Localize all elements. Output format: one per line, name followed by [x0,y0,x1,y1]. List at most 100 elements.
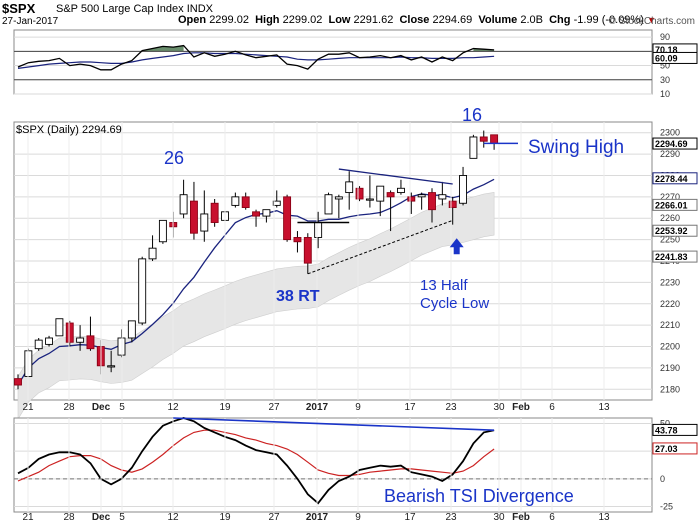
candle-body [479,136,488,142]
price-value-label-0-box [652,137,698,150]
candle-body [324,194,333,215]
x-tick-label: 21 [22,402,34,413]
index-name-label: S&P 500 Large Cap Index INDX [56,3,213,15]
price-tick-label: 2220 [660,299,680,309]
x-tick-label: 12 [167,402,179,413]
close-label: Close [399,14,430,26]
annotation-half-cycle-line1: 13 Half [420,277,468,294]
x-tick-label: 9 [355,512,361,523]
candle-body [138,258,147,324]
low-value: 2291.62 [353,14,394,26]
candle-body [428,192,436,211]
x-tick-label: 28 [63,512,75,523]
candle-body [397,187,405,194]
tsi-value-label-0-box [652,423,698,436]
candle-body [334,196,343,200]
candle-body [210,202,219,223]
candle-body [417,194,426,198]
price-tick-label: 2270 [660,192,680,202]
symbol-label: $SPX [2,1,36,16]
rsi-signal-line [17,52,495,69]
x-tick-label: 9 [355,402,361,413]
annotation-peak-count: 26 [164,148,185,168]
resistance-trendline [338,168,453,185]
x-tick-label: 2017 [306,402,329,413]
quote-date: 27-Jan-2017 [2,16,59,27]
x-tick-label: 2017 [306,512,329,523]
candle-body [355,187,364,200]
tsi-signal-line [17,429,495,482]
x-tick-label: Feb [512,402,530,413]
price-value-label-4: 2241.83 [655,252,688,262]
quote-summary: Open 2299.02 High 2299.02 Low 2291.62 Cl… [178,14,656,26]
annotation-tsi-divergence: Bearish TSI Divergence [384,486,574,506]
candle-body [200,213,209,232]
annotation-swing-count: 16 [462,105,483,125]
tsi-panel-frame [13,417,653,513]
price-tick-label: 2300 [660,128,680,138]
price-tick-label: 2230 [660,277,680,287]
candle-body [459,175,467,204]
price-value-label-3-box [652,224,698,237]
rsi-tick-label: 50 [660,61,670,71]
candle-body [148,247,157,260]
price-tick-label: 2250 [660,235,680,245]
price-value-label-2-box [652,198,698,211]
candle-body [45,337,53,345]
tsi-divergence-line [173,417,495,431]
candle-body [293,237,302,243]
rsi-value-label-1: 60.09 [655,53,678,63]
candle-body [14,378,22,386]
price-value-label-0: 2294.69 [655,139,688,149]
x-tick-label: 17 [404,512,416,523]
x-tick-label: 12 [167,512,179,523]
candle-body [241,196,250,208]
rsi-panel-frame [13,29,653,95]
annotation-38-rt: 38 RT [276,288,320,305]
x-tick-label: 19 [219,512,231,523]
x-tick-label: 28 [63,402,75,413]
annotation-swing-high: Swing High [528,137,625,158]
rsi-value-label-1-box [652,51,698,64]
x-tick-label: 17 [404,402,416,413]
candle-body [65,322,74,343]
close-value: 2294.69 [432,14,473,26]
open-label: Open [178,14,207,26]
high-label: High [255,14,280,26]
rsi-line [17,44,495,71]
candle-body [262,209,271,217]
rsi-tick-label: 10 [660,89,670,99]
candle-body [86,335,95,350]
candle-body [55,318,64,337]
price-tick-label: 2200 [660,342,680,352]
x-tick-label: 21 [22,512,34,523]
volume-label: Volume [478,14,518,26]
candle-body [438,194,447,200]
x-tick-label: 6 [549,512,555,523]
candle-body [179,194,188,215]
candle-body [283,196,292,241]
low-label: Low [328,14,351,26]
candle-body [314,222,323,238]
price-tick-label: 2290 [660,149,680,159]
x-tick-label: 13 [598,512,610,523]
index-name: S&P 500 Large Cap Index [56,3,184,15]
x-tick-label: Dec [92,512,111,523]
down-triangle-icon: ▼ [646,15,656,25]
change-label: Chg [549,14,571,26]
candle-body [469,136,478,159]
candle-body [376,185,385,202]
candle-body [407,196,416,202]
rsi-overbought-fill [142,45,184,52]
volume-value: 2.0B [520,14,543,26]
price-panel-title: $SPX (Daily) 2294.69 [16,124,122,136]
price-value-label-4-box [652,250,698,263]
candle-body [252,211,261,217]
x-tick-label: 5 [119,512,125,523]
open-value: 2299.02 [209,14,249,26]
x-tick-label: 30 [493,512,505,523]
x-tick-label: 23 [445,512,457,523]
x-tick-label: 19 [219,402,231,413]
tsi-tick-label: 0 [660,474,665,484]
